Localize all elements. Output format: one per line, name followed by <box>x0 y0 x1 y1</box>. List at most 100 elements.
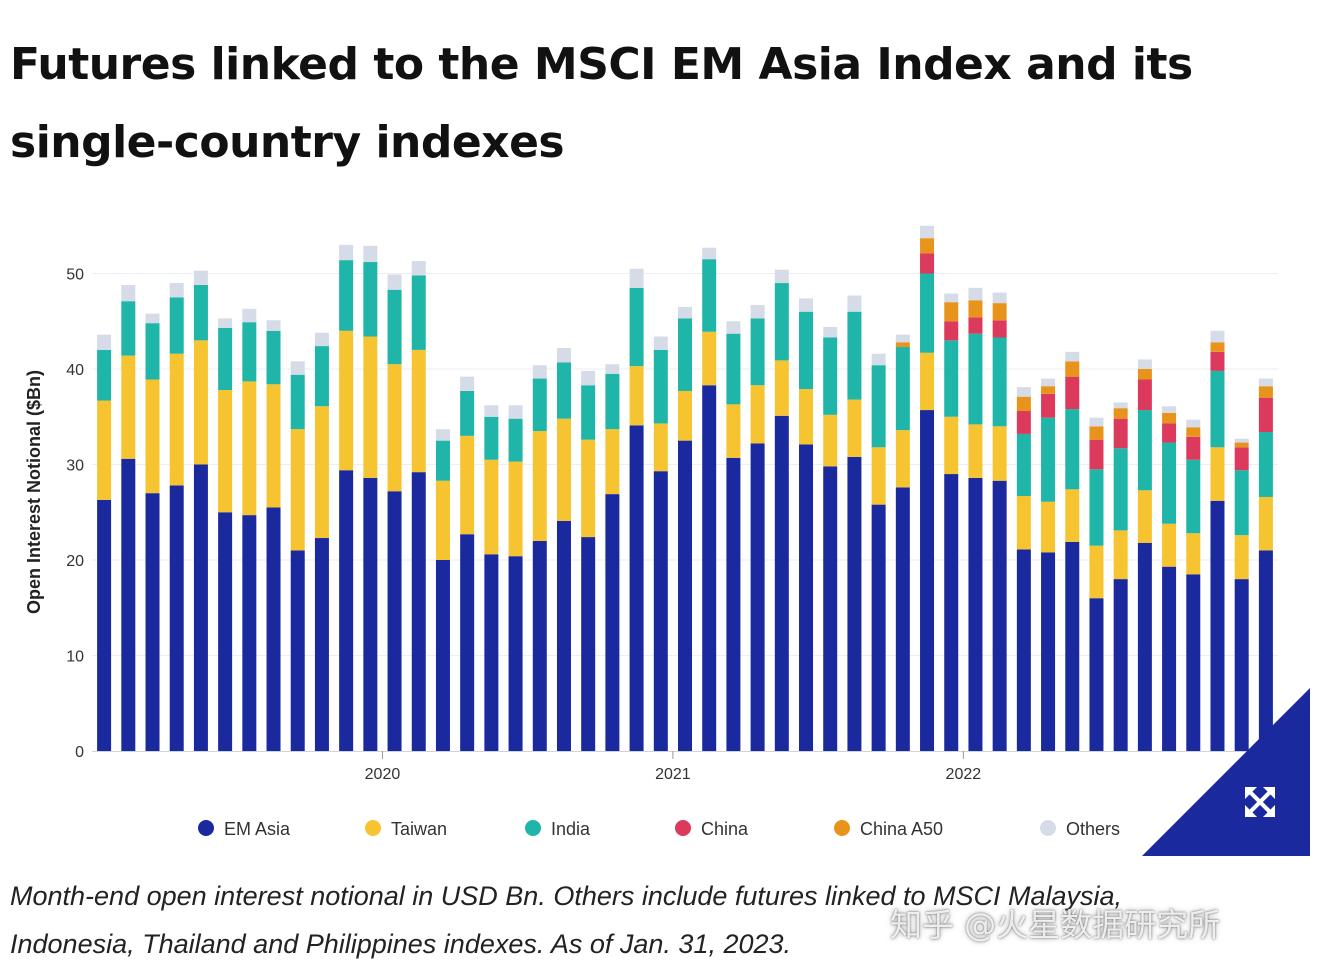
bar-segment <box>1016 387 1031 397</box>
bar-segment <box>1065 376 1080 410</box>
bar-segment <box>169 283 184 298</box>
bar-segment <box>944 302 959 322</box>
bar-segment <box>1016 433 1031 497</box>
bar-segment <box>1137 542 1152 751</box>
legend-item[interactable]: Others <box>1040 819 1120 839</box>
bar-segment <box>1162 523 1177 567</box>
bar-segment <box>1234 535 1249 580</box>
bar-segment <box>629 268 644 288</box>
bar-segment <box>387 491 402 751</box>
bar-segment <box>508 461 523 557</box>
bar-segment <box>1258 386 1273 398</box>
bar-segment <box>1258 550 1273 751</box>
bar-segment <box>968 424 983 478</box>
bar-segment <box>1065 541 1080 752</box>
bar-segment <box>1089 545 1104 599</box>
legend-label: Taiwan <box>391 819 447 839</box>
y-axis-ticks: 0 10 20 30 40 50 <box>66 267 84 762</box>
bar-segment <box>1210 370 1225 448</box>
bar-segment <box>1137 410 1152 491</box>
bar-segment <box>484 405 499 417</box>
bar-segment <box>1234 438 1249 443</box>
bar-segment <box>218 390 233 513</box>
legend-label: China <box>701 819 749 839</box>
bar-segment <box>1113 448 1128 531</box>
bar-segment <box>653 349 668 424</box>
bar-segment <box>484 459 499 555</box>
bar-segment <box>1016 496 1031 550</box>
bar-segment <box>823 466 838 751</box>
bar-segment <box>823 326 838 338</box>
watermark: 知乎 @火星数据研究所 <box>890 906 1221 944</box>
bar-segment <box>968 333 983 425</box>
bar-segment <box>1186 459 1201 534</box>
bar-segment <box>218 512 233 751</box>
bar-segment <box>266 330 281 385</box>
bar-segment <box>1162 566 1177 751</box>
bar-segment <box>799 311 814 390</box>
bar-segment <box>121 301 136 356</box>
bar-segment <box>968 477 983 751</box>
x-tick-label: 2021 <box>655 766 691 783</box>
bar-segment <box>1162 406 1177 413</box>
legend-item[interactable]: EM Asia <box>198 819 291 839</box>
bar-segment <box>121 458 136 751</box>
bar-segment <box>363 477 378 751</box>
legend-item[interactable]: Taiwan <box>365 819 447 839</box>
bar-segment <box>629 287 644 367</box>
bar-segment <box>581 385 596 440</box>
bar-segment <box>1186 436 1201 460</box>
bar-segment <box>1041 417 1056 502</box>
bar-segment <box>339 260 354 331</box>
bar-segment <box>581 439 596 538</box>
bar-segment <box>242 381 257 516</box>
y-tick-label: 10 <box>66 649 84 666</box>
bar-segment <box>339 470 354 751</box>
legend-swatch <box>834 820 850 836</box>
bar-segment <box>847 399 862 457</box>
legend-swatch <box>365 820 381 836</box>
bar-segment <box>1089 417 1104 427</box>
bar-segment <box>314 538 329 751</box>
bar-segment <box>97 349 112 401</box>
bar-segment <box>871 504 886 751</box>
y-tick-label: 40 <box>66 362 84 379</box>
bar-segment <box>992 292 1007 304</box>
bar-segment <box>726 321 741 334</box>
bar-segment <box>460 534 475 751</box>
bar-segment <box>145 493 160 751</box>
bar-segment <box>97 499 112 751</box>
bar-segment <box>169 485 184 751</box>
bar-segment <box>920 225 935 239</box>
bars <box>97 225 1273 752</box>
bar-segment <box>387 364 402 492</box>
expand-button[interactable] <box>1142 688 1310 856</box>
bar-segment <box>1137 359 1152 369</box>
bar-segment <box>895 334 910 343</box>
bar-segment <box>1210 500 1225 751</box>
bar-segment <box>218 327 233 391</box>
bar-segment <box>895 347 910 431</box>
legend-item[interactable]: China A50 <box>834 819 943 839</box>
bar-segment <box>556 362 571 419</box>
bar-segment <box>750 385 765 444</box>
bar-segment <box>799 389 814 445</box>
bar-segment <box>1210 447 1225 501</box>
legend-item[interactable]: China <box>675 819 749 839</box>
bar-segment <box>145 323 160 380</box>
stacked-bar-chart: 0 10 20 30 40 50 Open Interest Notional ($Bn)… <box>24 225 1278 839</box>
bar-segment <box>1089 469 1104 546</box>
bar-segment <box>992 480 1007 751</box>
bar-segment <box>1016 549 1031 752</box>
x-axis-ticks: 2020 2021 2022 <box>365 751 981 783</box>
bar-segment <box>314 332 329 347</box>
bar-segment <box>193 340 208 465</box>
bar-segment <box>1041 552 1056 751</box>
y-tick-label: 20 <box>66 553 84 570</box>
bar-segment <box>290 550 305 751</box>
bar-segment <box>97 400 112 500</box>
legend-item[interactable]: India <box>525 819 591 839</box>
bar-segment <box>920 410 935 751</box>
bar-segment <box>992 337 1007 427</box>
legend-swatch <box>525 820 541 836</box>
